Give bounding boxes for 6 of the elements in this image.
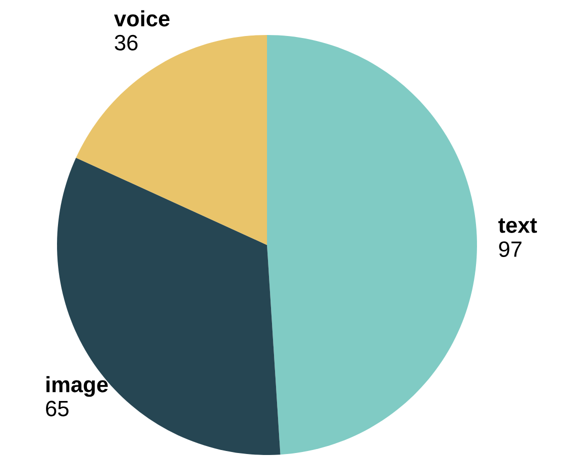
data-label: 97: [499, 241, 522, 257]
slice-label: voice: [114, 10, 170, 26]
data-label: 65: [46, 400, 68, 416]
slice-label: text: [498, 218, 537, 233]
slice-label: image: [46, 376, 108, 397]
data-label: 36: [114, 34, 138, 50]
